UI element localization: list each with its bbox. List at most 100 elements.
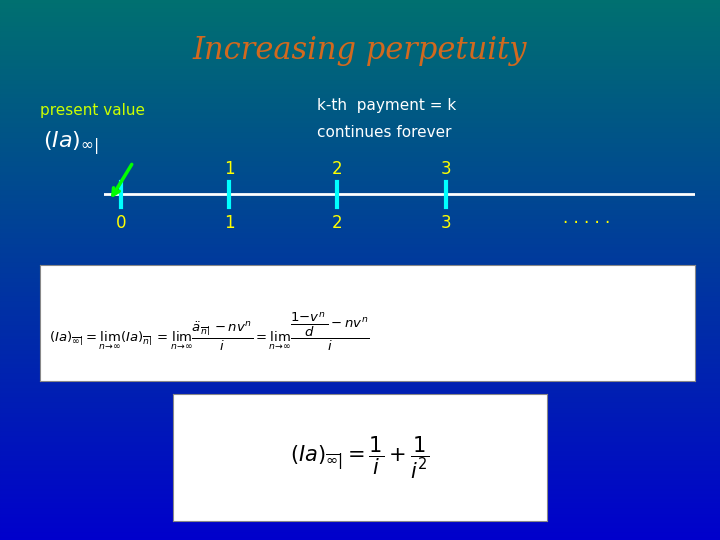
Bar: [0, 99, 720, 101]
Bar: [0, 452, 720, 454]
Bar: [0, 200, 720, 201]
Text: present value: present value: [40, 103, 145, 118]
Bar: [0, 373, 720, 374]
Bar: [0, 423, 720, 425]
Text: Increasing perpetuity: Increasing perpetuity: [193, 35, 527, 66]
Bar: [0, 385, 720, 387]
Bar: [0, 466, 720, 468]
Bar: [0, 128, 720, 130]
Bar: [0, 412, 720, 414]
Text: 1: 1: [224, 213, 234, 232]
Bar: [0, 212, 720, 214]
Bar: [0, 463, 720, 464]
Bar: [0, 180, 720, 182]
Bar: [0, 509, 720, 511]
Bar: [0, 304, 720, 306]
Bar: [0, 131, 720, 133]
Bar: [0, 457, 720, 459]
Bar: [0, 315, 720, 317]
Bar: [0, 417, 720, 420]
Bar: [0, 123, 720, 124]
Bar: [0, 261, 720, 263]
Bar: [0, 324, 720, 326]
Bar: [0, 471, 720, 474]
Bar: [0, 268, 720, 270]
Bar: [0, 455, 720, 457]
Bar: [0, 158, 720, 160]
Bar: [0, 173, 720, 174]
Bar: [0, 538, 720, 540]
Bar: [0, 533, 720, 535]
Bar: [0, 383, 720, 385]
Bar: [0, 126, 720, 128]
Bar: [0, 360, 720, 362]
Bar: [0, 517, 720, 518]
Bar: [0, 171, 720, 173]
Bar: [0, 204, 720, 205]
Bar: [0, 201, 720, 204]
Bar: [0, 193, 720, 194]
Bar: [0, 162, 720, 164]
Bar: [0, 211, 720, 212]
Bar: [0, 468, 720, 470]
Bar: [0, 495, 720, 497]
Bar: [0, 434, 720, 436]
Bar: [0, 83, 720, 85]
Bar: [0, 29, 720, 31]
Bar: [0, 477, 720, 479]
Bar: [0, 339, 720, 340]
Bar: [0, 115, 720, 117]
Bar: [0, 490, 720, 491]
Bar: [0, 52, 720, 54]
Bar: [0, 394, 720, 396]
Bar: [0, 43, 720, 45]
Bar: [0, 416, 720, 417]
Bar: [0, 420, 720, 421]
Bar: [0, 312, 720, 313]
Bar: [0, 328, 720, 329]
Bar: [0, 112, 720, 113]
Bar: [0, 252, 720, 254]
Bar: [0, 263, 720, 265]
Bar: [0, 164, 720, 166]
Bar: [0, 299, 720, 301]
Bar: [0, 110, 720, 112]
Bar: [0, 86, 720, 88]
Text: 2: 2: [332, 159, 343, 178]
Bar: [0, 7, 720, 9]
Bar: [0, 331, 720, 333]
Bar: [0, 450, 720, 452]
Bar: [0, 513, 720, 515]
Bar: [0, 481, 720, 482]
Bar: [0, 155, 720, 157]
Bar: [0, 88, 720, 90]
Bar: [0, 124, 720, 126]
Bar: [0, 135, 720, 137]
Bar: [0, 461, 720, 463]
Bar: [0, 366, 720, 367]
Bar: [0, 174, 720, 177]
Bar: [0, 81, 720, 83]
Bar: [0, 374, 720, 376]
Bar: [0, 292, 720, 293]
Bar: [0, 160, 720, 162]
Bar: [0, 221, 720, 223]
Bar: [0, 2, 720, 4]
Bar: [0, 511, 720, 513]
Bar: [0, 74, 720, 76]
Bar: [0, 20, 720, 22]
Bar: [0, 189, 720, 191]
Bar: [0, 108, 720, 110]
Bar: [0, 11, 720, 12]
Bar: [0, 274, 720, 275]
Bar: [0, 515, 720, 517]
Bar: [0, 34, 720, 36]
Bar: [0, 336, 720, 339]
Bar: [0, 504, 720, 506]
Bar: [0, 535, 720, 536]
Bar: [0, 76, 720, 77]
Bar: [0, 351, 720, 353]
Bar: [0, 380, 720, 382]
Bar: [0, 536, 720, 538]
Bar: [0, 313, 720, 315]
